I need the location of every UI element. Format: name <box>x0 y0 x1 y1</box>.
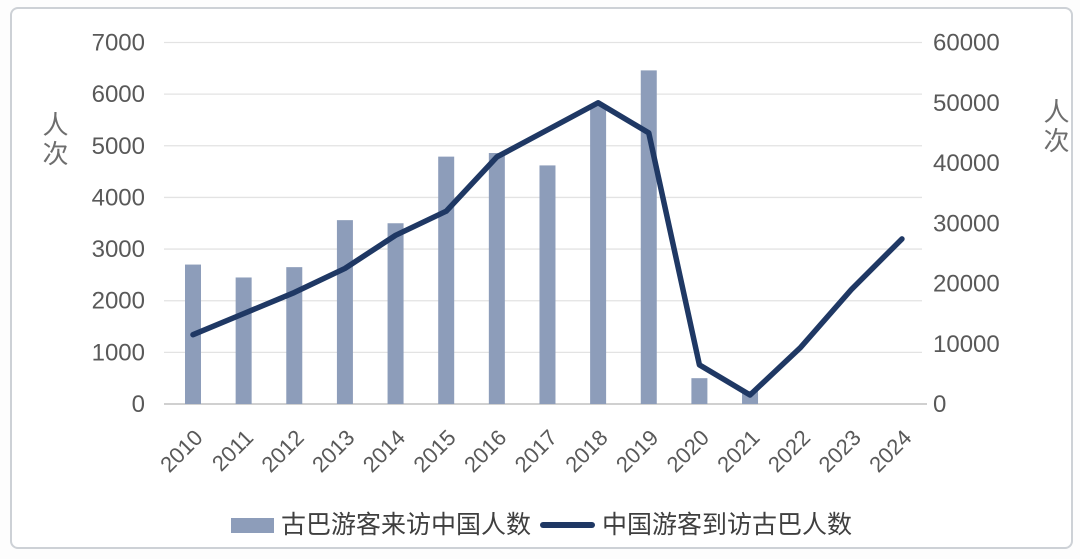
right-tick-20000: 20000 <box>933 271 1000 298</box>
legend-line-swatch-icon <box>540 522 595 528</box>
chart-card: 0 1000 2000 3000 4000 5000 6000 7000 0 10000 2000… <box>10 7 1073 549</box>
bar-2016 <box>488 153 505 404</box>
legend: 古巴游客来访中国人数 中国游客到访古巴人数 <box>12 510 1071 540</box>
left-tick-5000: 5000 <box>92 133 145 160</box>
x-label-2019: 2019 <box>611 425 663 477</box>
bar-2018 <box>590 104 607 404</box>
x-label-2024: 2024 <box>864 425 916 477</box>
x-label-2023: 2023 <box>814 425 866 477</box>
right-tick-40000: 40000 <box>933 150 1000 177</box>
x-label-2021: 2021 <box>712 425 764 477</box>
x-label-2016: 2016 <box>459 425 511 477</box>
left-axis-ticks: 0 1000 2000 3000 4000 5000 6000 7000 <box>92 30 145 419</box>
bar-2013 <box>336 220 353 404</box>
x-label-2014: 2014 <box>358 425 410 477</box>
left-tick-1000: 1000 <box>92 339 145 366</box>
x-label-2022: 2022 <box>763 425 815 477</box>
x-label-2020: 2020 <box>662 425 714 477</box>
x-axis-labels: 2010 201120122013201420152016201720182019… <box>155 425 916 477</box>
right-tick-50000: 50000 <box>933 90 1000 117</box>
left-tick-2000: 2000 <box>92 288 145 315</box>
line-series <box>190 100 905 398</box>
x-label-2013: 2013 <box>307 425 359 477</box>
left-axis-title: 人次 <box>39 111 69 169</box>
right-tick-30000: 30000 <box>933 210 1000 237</box>
left-tick-0: 0 <box>132 391 145 418</box>
bar-2011 <box>235 277 252 404</box>
x-label-2012: 2012 <box>257 425 309 477</box>
x-label-2010: 2010 <box>155 425 207 477</box>
chart-canvas: 0 1000 2000 3000 4000 5000 6000 7000 0 10000 2000… <box>92 30 1000 478</box>
right-tick-10000: 10000 <box>933 331 1000 358</box>
legend-bar-label: 古巴游客来访中国人数 <box>280 510 531 539</box>
bar-2015 <box>438 156 455 404</box>
left-tick-3000: 3000 <box>92 236 145 263</box>
right-tick-60000: 60000 <box>933 30 1000 57</box>
bar-2019 <box>640 70 657 404</box>
bar-2012 <box>286 267 303 404</box>
x-label-2011: 2011 <box>207 425 258 476</box>
bar-2014 <box>387 223 404 404</box>
x-label-2017: 2017 <box>510 425 562 477</box>
x-label-2015: 2015 <box>408 425 460 477</box>
right-axis-ticks: 0 10000 20000 30000 40000 50000 60000 <box>933 30 1000 419</box>
left-tick-7000: 7000 <box>92 30 145 57</box>
bar-2020 <box>691 378 708 404</box>
legend-bar-swatch-icon <box>230 517 274 533</box>
left-tick-4000: 4000 <box>92 184 145 211</box>
line-path <box>190 100 905 398</box>
bar-2017 <box>539 165 556 404</box>
legend-line-label: 中国游客到访古巴人数 <box>602 510 853 539</box>
left-tick-6000: 6000 <box>92 81 145 108</box>
x-label-2018: 2018 <box>560 425 612 477</box>
right-tick-0: 0 <box>933 391 946 418</box>
right-axis-title: 人次 <box>1040 98 1070 156</box>
